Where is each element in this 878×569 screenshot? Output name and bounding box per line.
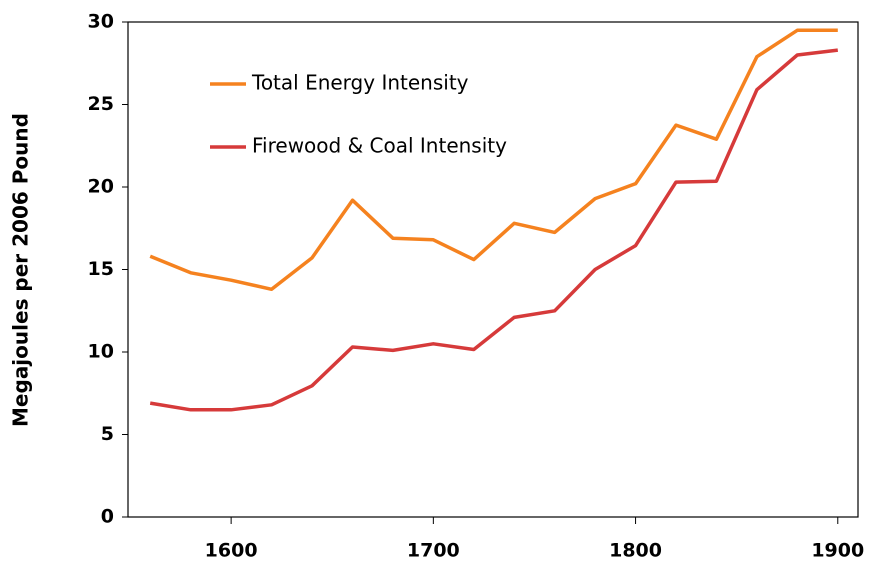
line-series (149, 28, 838, 292)
legend-label: Total Energy Intensity (251, 71, 469, 95)
x-tick-label: 1900 (811, 540, 864, 562)
y-tick-label: 5 (101, 423, 114, 445)
x-tick-label: 1800 (609, 540, 662, 562)
y-tick-label: 20 (88, 176, 114, 198)
legend-label: Firewood & Coal Intensity (252, 134, 507, 158)
y-tick-label: 0 (101, 506, 114, 528)
y-axis-label: Megajoules per 2006 Pound (9, 113, 33, 427)
line-series (149, 48, 839, 412)
y-tick-label: 10 (88, 341, 114, 363)
x-tick-label: 1700 (407, 540, 460, 562)
y-tick-label: 25 (88, 93, 114, 115)
x-tick-label: 1600 (205, 540, 258, 562)
y-tick-label: 15 (88, 258, 114, 280)
y-tick-label: 30 (88, 11, 114, 33)
plot-frame (127, 21, 859, 518)
